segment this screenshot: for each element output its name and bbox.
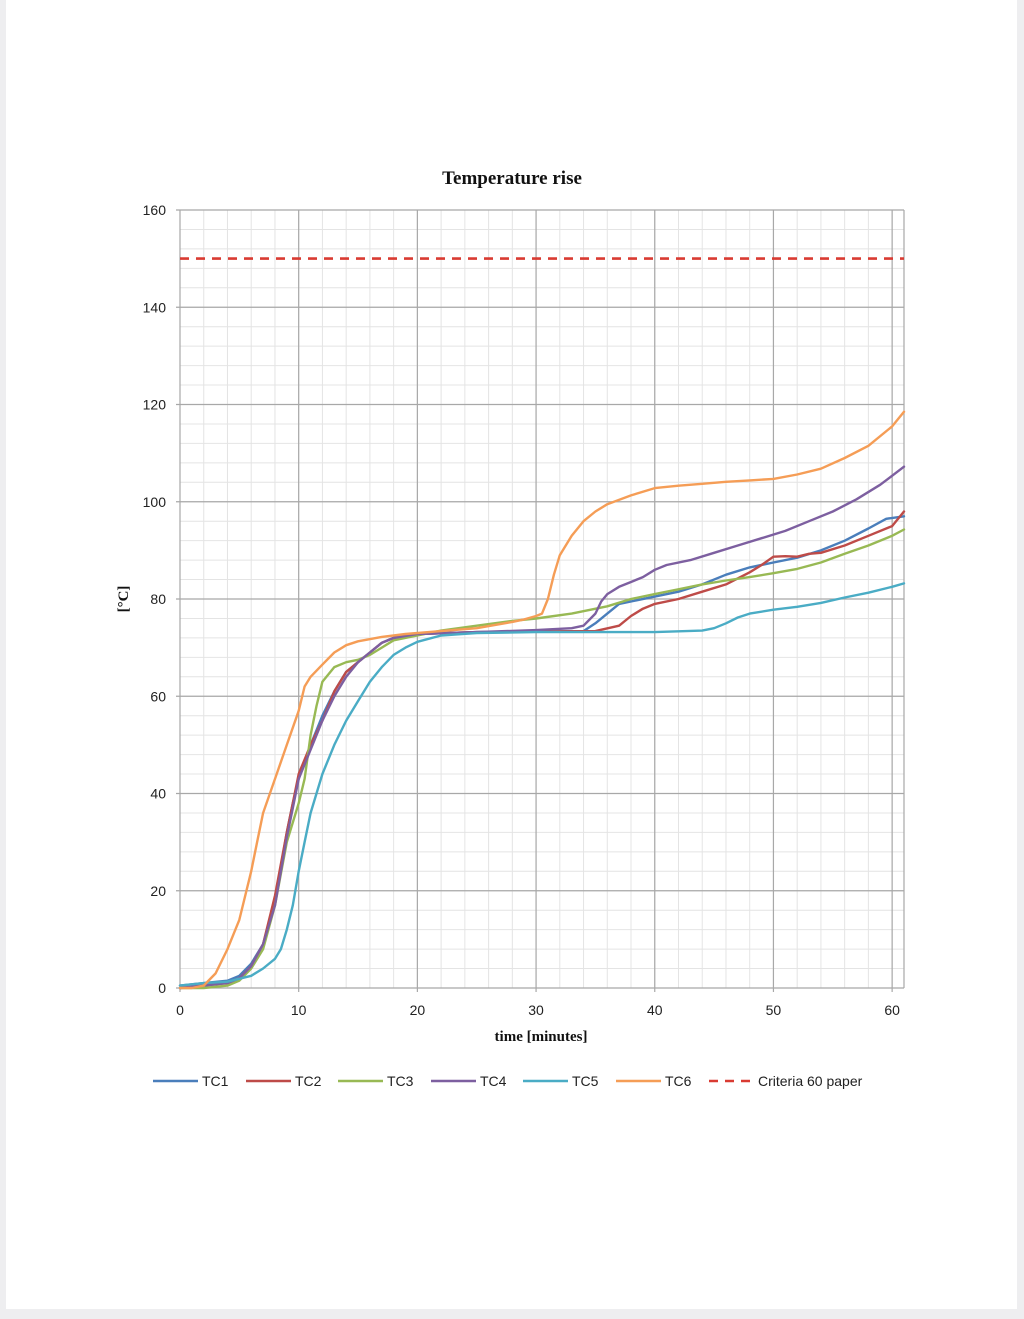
- y-tick-label: 120: [143, 397, 167, 413]
- series-line-tc4: [178, 465, 906, 990]
- x-tick-label: 50: [766, 1002, 782, 1018]
- y-axis-title: [°C]: [116, 586, 132, 613]
- y-tick-label: 160: [143, 202, 167, 218]
- y-tick-label: 100: [143, 494, 167, 510]
- x-tick-label: 20: [410, 1002, 426, 1018]
- major-gridlines: [176, 209, 905, 992]
- series-line-tc5: [178, 582, 906, 987]
- x-tick-label: 0: [176, 1002, 184, 1018]
- y-tick-label: 140: [143, 299, 167, 315]
- x-tick-label: 10: [291, 1002, 307, 1018]
- y-tick-label: 60: [150, 688, 166, 704]
- page-sheet: Temperature rise 0 20 40 60 80 100 120 140 160 0…: [6, 0, 1017, 1309]
- series-line-tc1: [178, 515, 906, 987]
- x-axis-ticks: 0 10 20 30 40 50 60: [176, 1002, 900, 1018]
- legend-label-tc3: TC3: [387, 1073, 414, 1089]
- y-tick-label: 0: [158, 980, 166, 996]
- legend-label-tc4: TC4: [480, 1073, 507, 1089]
- y-tick-label: 20: [150, 883, 166, 899]
- x-tick-label: 40: [647, 1002, 663, 1018]
- legend: TC1 TC2 TC3 TC4 TC5 TC6 Criteria 60 paper: [153, 1073, 863, 1089]
- x-axis-title: time [minutes]: [495, 1029, 588, 1045]
- y-axis-ticks: 0 20 40 60 80 100 120 140 160: [143, 202, 167, 996]
- chart-title: Temperature rise: [442, 168, 582, 189]
- series-line-tc6: [178, 410, 906, 990]
- legend-label-tc1: TC1: [202, 1073, 229, 1089]
- legend-label-tc6: TC6: [665, 1073, 692, 1089]
- series-lines: [178, 257, 906, 990]
- legend-label-criteria-60-paper: Criteria 60 paper: [758, 1073, 863, 1089]
- x-tick-label: 30: [528, 1002, 544, 1018]
- legend-label-tc5: TC5: [572, 1073, 599, 1089]
- series-line-tc2: [178, 510, 906, 990]
- legend-label-tc2: TC2: [295, 1073, 322, 1089]
- x-tick-label: 60: [884, 1002, 900, 1018]
- y-tick-label: 40: [150, 786, 166, 802]
- y-tick-label: 80: [150, 591, 166, 607]
